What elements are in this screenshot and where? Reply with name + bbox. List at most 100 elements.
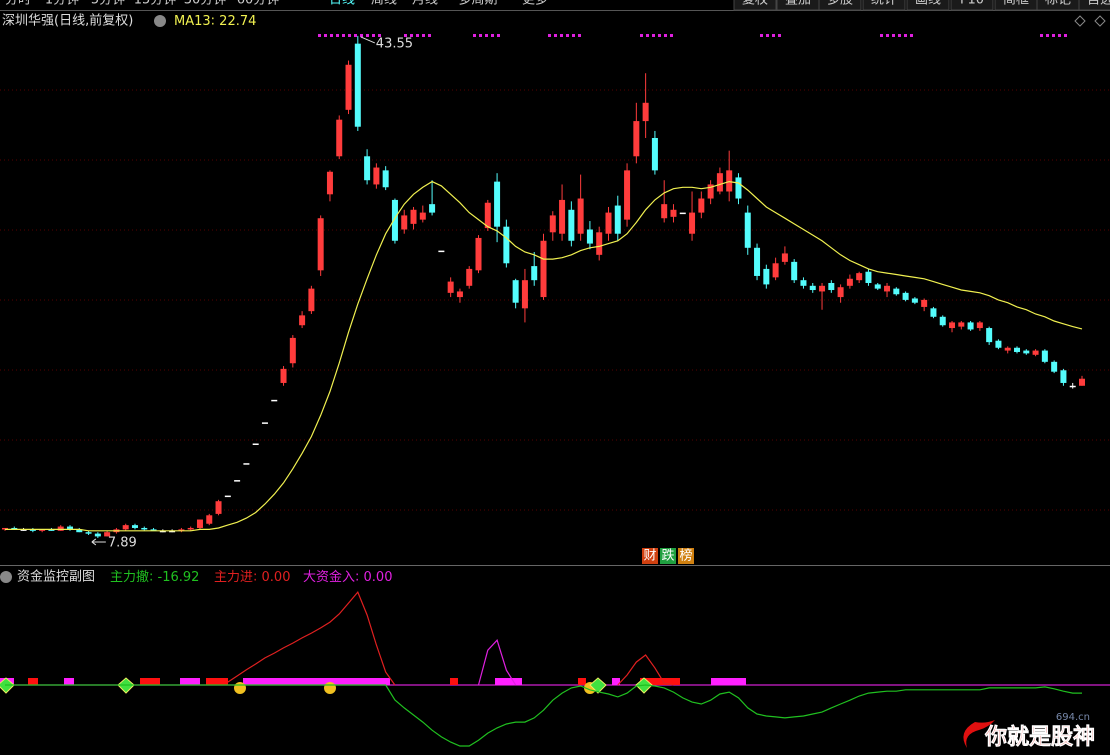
toolbar-tab[interactable]: 更多 <box>522 0 548 8</box>
event-dot <box>640 34 643 37</box>
candle-body <box>1032 350 1039 355</box>
toolbar-tab[interactable]: 周线 <box>371 0 397 8</box>
candle-body <box>317 218 324 271</box>
toolbar-tab[interactable]: 月线 <box>412 0 438 8</box>
candle-body <box>1051 361 1058 372</box>
candle-body <box>781 253 788 262</box>
toolbar-tab[interactable]: 日线 <box>329 0 355 8</box>
toolbar-tab[interactable]: 5分钟 <box>91 0 125 8</box>
candle-body <box>456 291 463 298</box>
header-icon[interactable] <box>154 15 166 27</box>
toolbar-button[interactable] <box>818 0 862 11</box>
event-dot <box>578 34 581 37</box>
candle-body <box>568 209 575 241</box>
toolbar-button[interactable] <box>862 0 906 11</box>
candle-body <box>289 337 296 364</box>
event-dot <box>904 34 907 37</box>
candle-body <box>503 226 510 264</box>
toolbar-button[interactable] <box>1036 0 1080 11</box>
sub-title: 资金监控副图 <box>17 569 95 585</box>
candle-body <box>884 285 891 292</box>
candle-body <box>549 215 556 233</box>
candle-body <box>1060 370 1067 383</box>
event-dot <box>1052 34 1055 37</box>
candle-body <box>716 173 723 192</box>
candle-body <box>11 527 18 530</box>
toolbar-button-label: 自选 <box>1087 0 1110 8</box>
toolbar-tab[interactable]: 15分钟 <box>134 0 177 8</box>
toolbar-button-label: F10 <box>960 0 984 8</box>
candle-body <box>438 250 445 253</box>
event-dot <box>572 34 575 37</box>
panel-close-icon[interactable] <box>1094 15 1106 27</box>
event-dot <box>560 34 563 37</box>
candle-body <box>1041 350 1048 362</box>
candle-body <box>206 515 213 524</box>
toolbar-button[interactable] <box>994 0 1038 11</box>
legend-value: 0.00 <box>364 570 393 585</box>
badge[interactable] <box>678 548 694 564</box>
candle-body <box>410 209 417 224</box>
candle-body <box>29 529 36 531</box>
chart-title: 深圳华强(日线,前复权) <box>2 13 133 29</box>
candle-body <box>85 532 92 534</box>
toolbar-tab[interactable]: 多周期 <box>458 0 497 8</box>
badge[interactable] <box>642 548 658 564</box>
signal-bar <box>640 678 680 685</box>
candle-body <box>1079 378 1085 386</box>
watermark-slogan: 你就是股神 <box>984 724 1095 750</box>
toolbar-tab[interactable]: 分时 <box>5 0 31 8</box>
signal-bar <box>28 678 38 685</box>
candle-body <box>809 285 816 291</box>
toolbar-button[interactable] <box>906 0 950 11</box>
toolbar-button-label: 画线 <box>915 0 941 8</box>
event-dot <box>330 34 333 37</box>
legend-inflow: 主力进: 0.00 <box>214 570 290 585</box>
candle-body <box>967 322 974 330</box>
toolbar-button[interactable] <box>733 0 777 11</box>
candle-body <box>856 273 863 281</box>
candle-body <box>735 177 742 199</box>
event-dot <box>336 34 339 37</box>
indicator-line <box>5 180 1083 532</box>
signal-bar <box>450 678 458 685</box>
candle-body <box>39 529 46 531</box>
candle-body <box>169 530 176 533</box>
candle-body <box>243 463 250 465</box>
candle-body <box>419 212 426 220</box>
toolbar-button[interactable] <box>1078 0 1110 11</box>
candle-body <box>494 181 501 227</box>
candle-body <box>76 529 83 533</box>
candle-body <box>326 171 333 195</box>
toolbar-tab[interactable]: 1分钟 <box>45 0 79 8</box>
panel-menu-icon[interactable] <box>1074 15 1086 27</box>
ma-value: 22.74 <box>219 14 256 29</box>
toolbar-button[interactable] <box>776 0 820 11</box>
toolbar-button-label: 复权 <box>742 0 768 8</box>
candle-body <box>252 443 259 445</box>
legend-name: 大资金入 <box>303 569 355 585</box>
toolbar-tab[interactable]: 30分钟 <box>184 0 227 8</box>
candle-body <box>772 263 779 278</box>
signal-bar <box>578 678 586 685</box>
candle-body <box>726 170 733 192</box>
badge[interactable] <box>660 548 676 564</box>
event-dot <box>880 34 883 37</box>
sub-header-icon[interactable] <box>0 571 12 583</box>
candle-body <box>596 232 603 255</box>
ma-name: MA13 <box>174 14 211 29</box>
candle-body <box>466 268 473 286</box>
legend-outflow: 主力撤: -16.92 <box>110 569 199 585</box>
candle-body <box>66 526 73 530</box>
toolbar-tab[interactable]: 60分钟 <box>237 0 280 8</box>
event-dot <box>664 34 667 37</box>
candle-body <box>48 529 55 531</box>
toolbar-button[interactable] <box>950 0 994 11</box>
candle-body <box>104 532 111 537</box>
candle-body <box>1069 385 1076 388</box>
candle-body <box>791 261 798 281</box>
event-dot <box>348 34 351 37</box>
candle-body <box>531 266 538 281</box>
